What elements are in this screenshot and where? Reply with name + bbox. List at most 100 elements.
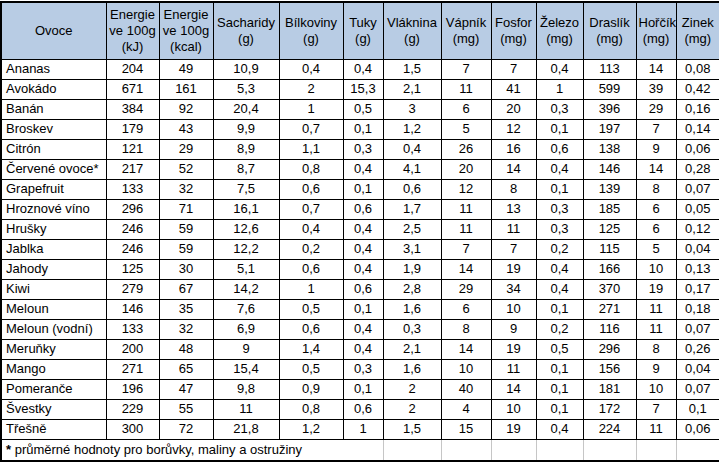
fruit-nutrition-sheet: OvoceEnergie ve 100g (kJ)Energie ve 100g… — [0, 0, 719, 463]
value-cell: 246 — [106, 240, 159, 260]
value-cell: 0,1 — [536, 120, 583, 140]
table-row: Jahody125305,10,60,41,914190,4166100,13 — [1, 260, 719, 280]
table-row: Pomeranče196479,80,90,1240140,1181100,07 — [1, 380, 719, 400]
value-cell: 0,3 — [343, 360, 383, 380]
value-cell: 7 — [441, 60, 491, 80]
column-header: Tuky (g) — [343, 2, 383, 60]
fruit-name-cell: Meruňky — [1, 340, 106, 360]
value-cell: 0,2 — [279, 240, 343, 260]
value-cell: 0,4 — [343, 60, 383, 80]
value-cell: 12 — [441, 180, 491, 200]
value-cell: 271 — [106, 360, 159, 380]
value-cell: 0,4 — [343, 340, 383, 360]
column-header: Ovoce — [1, 2, 106, 60]
value-cell: 12,2 — [213, 240, 279, 260]
value-cell: 15 — [441, 420, 491, 440]
value-cell: 3,1 — [383, 240, 441, 260]
value-cell: 10 — [441, 360, 491, 380]
value-cell: 8,9 — [213, 140, 279, 160]
value-cell: 196 — [106, 380, 159, 400]
value-cell: 0,06 — [676, 140, 719, 160]
table-body: Ananas2044910,90,40,41,5770,4113140,08Av… — [1, 60, 719, 440]
value-cell: 296 — [106, 200, 159, 220]
column-header: Vláknina (g) — [383, 2, 441, 60]
value-cell: 14 — [441, 340, 491, 360]
value-cell: 0,08 — [676, 60, 719, 80]
value-cell: 48 — [159, 340, 213, 360]
column-header: Bílkoviny (g) — [279, 2, 343, 60]
value-cell: 14 — [636, 160, 676, 180]
value-cell: 21,8 — [213, 420, 279, 440]
value-cell: 4 — [441, 400, 491, 420]
value-cell: 1 — [536, 80, 583, 100]
value-cell: 1,9 — [383, 260, 441, 280]
value-cell: 204 — [106, 60, 159, 80]
value-cell: 92 — [159, 100, 213, 120]
column-header: Sacharidy (g) — [213, 2, 279, 60]
value-cell: 14 — [441, 260, 491, 280]
value-cell: 19 — [491, 260, 536, 280]
value-cell: 71 — [159, 200, 213, 220]
value-cell: 0,4 — [383, 140, 441, 160]
value-cell: 2,1 — [383, 340, 441, 360]
value-cell: 599 — [583, 80, 636, 100]
value-cell: 1,1 — [279, 140, 343, 160]
value-cell: 5 — [636, 240, 676, 260]
value-cell: 0,4 — [536, 260, 583, 280]
value-cell: 30 — [159, 260, 213, 280]
value-cell: 8 — [636, 340, 676, 360]
value-cell: 35 — [159, 300, 213, 320]
value-cell: 2 — [383, 400, 441, 420]
value-cell: 0,17 — [676, 280, 719, 300]
fruit-name-cell: Ananas — [1, 60, 106, 80]
value-cell: 0,7 — [279, 120, 343, 140]
value-cell: 116 — [583, 320, 636, 340]
fruit-name-cell: Broskev — [1, 120, 106, 140]
value-cell: 0,42 — [676, 80, 719, 100]
value-cell: 7 — [636, 120, 676, 140]
value-cell: 47 — [159, 380, 213, 400]
value-cell: 41 — [491, 80, 536, 100]
value-cell: 200 — [106, 340, 159, 360]
value-cell: 166 — [583, 260, 636, 280]
value-cell: 2,1 — [383, 80, 441, 100]
value-cell: 146 — [106, 300, 159, 320]
value-cell: 300 — [106, 420, 159, 440]
table-row: Jablka2465912,20,20,43,1770,211550,04 — [1, 240, 719, 260]
value-cell: 19 — [491, 420, 536, 440]
value-cell: 0,1 — [343, 300, 383, 320]
fruit-name-cell: Meloun (vodní) — [1, 320, 106, 340]
value-cell: 10 — [491, 400, 536, 420]
column-header: Draslík (mg) — [583, 2, 636, 60]
value-cell: 6 — [441, 100, 491, 120]
column-header: Energie ve 100g (kJ) — [106, 2, 159, 60]
table-row: Hrušky2465912,60,40,42,511110,312560,12 — [1, 220, 719, 240]
value-cell: 1,2 — [383, 120, 441, 140]
value-cell: 115 — [583, 240, 636, 260]
value-cell: 59 — [159, 240, 213, 260]
value-cell: 0,13 — [676, 260, 719, 280]
value-cell: 7 — [491, 240, 536, 260]
value-cell: 29 — [636, 100, 676, 120]
value-cell: 0,8 — [279, 400, 343, 420]
value-cell: 0,5 — [343, 100, 383, 120]
value-cell: 40 — [441, 380, 491, 400]
value-cell: 0,4 — [343, 320, 383, 340]
table-row: Třešně3007221,81,211,515190,4224110,06 — [1, 420, 719, 440]
value-cell: 0,3 — [536, 200, 583, 220]
value-cell: 32 — [159, 180, 213, 200]
value-cell: 197 — [583, 120, 636, 140]
fruit-name-cell: Hroznové víno — [1, 200, 106, 220]
value-cell: 20,4 — [213, 100, 279, 120]
table-row: Avokádo6711615,3215,32,111411599390,42 — [1, 80, 719, 100]
value-cell: 1 — [279, 100, 343, 120]
value-cell: 246 — [106, 220, 159, 240]
value-cell: 396 — [583, 100, 636, 120]
value-cell: 0,5 — [536, 340, 583, 360]
value-cell: 16 — [491, 140, 536, 160]
value-cell: 0,6 — [343, 200, 383, 220]
table-row: Červené ovoce*217528,70,80,44,120140,414… — [1, 160, 719, 180]
value-cell: 1,4 — [279, 340, 343, 360]
value-cell: 1,5 — [383, 60, 441, 80]
fruit-name-cell: Kiwi — [1, 280, 106, 300]
